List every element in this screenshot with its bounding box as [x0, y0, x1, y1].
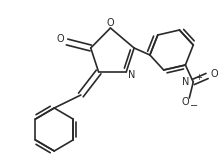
Text: N: N: [182, 77, 189, 87]
Text: N: N: [128, 70, 136, 80]
Text: O: O: [210, 69, 218, 79]
Text: −: −: [190, 101, 198, 111]
Text: O: O: [182, 97, 189, 107]
Text: O: O: [56, 34, 64, 44]
Text: +: +: [195, 72, 202, 82]
Text: O: O: [107, 18, 114, 28]
